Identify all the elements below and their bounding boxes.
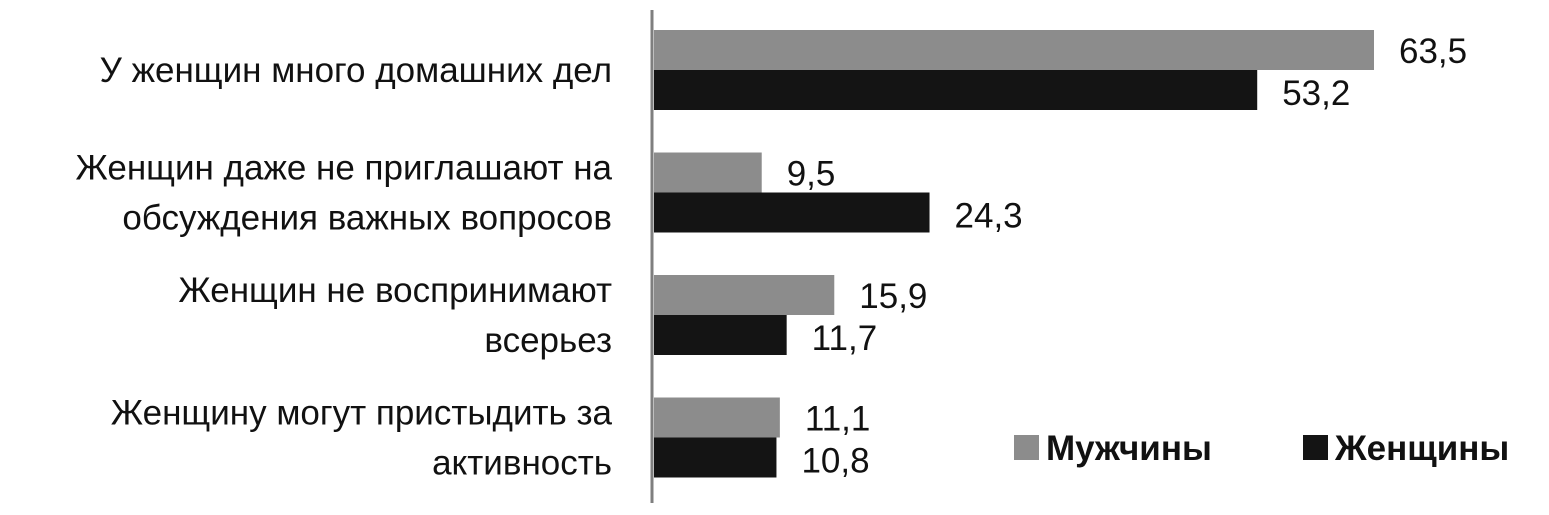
category-label: Женщин не воспринимают всерьез (178, 271, 612, 360)
value-label-women: 53,2 (1282, 74, 1350, 113)
category-label-line: Женщин даже не приглашают на (75, 149, 612, 188)
value-label-men: 63,5 (1399, 32, 1467, 71)
value-labels-layer: 63,5 53,2 9,5 24,3 15,911,7 11,110,8 (787, 32, 1467, 481)
value-label-women: 11,7 (812, 319, 878, 358)
category-label: Женщин даже не приглашают на обсуждения в… (75, 149, 612, 238)
category-label-line: обсуждения важных вопросов (122, 199, 612, 238)
bar-men (654, 275, 835, 315)
bars-layer (654, 30, 1374, 478)
category-label: Женщину могут пристыдить за активность (111, 394, 613, 483)
legend-label-women: Женщины (1334, 429, 1509, 468)
legend-swatch-women (1303, 435, 1328, 460)
value-label-men: 15,9 (859, 277, 927, 316)
legend-swatch-men (1014, 435, 1039, 460)
category-label: У женщин много домашних дел (100, 51, 612, 90)
bar-women (654, 315, 787, 355)
category-label-line: У женщин много домашних дел (100, 51, 612, 90)
category-label-line: Женщин не воспринимают (178, 271, 612, 310)
bar-women (654, 437, 777, 478)
legend-label-men: Мужчины (1046, 429, 1212, 468)
bar-women (654, 192, 930, 233)
value-label-men: 9,5 (787, 155, 836, 194)
category-label-line: всерьез (484, 321, 612, 360)
bar-men (654, 397, 780, 438)
category-label-line: Женщину могут пристыдить за (111, 394, 613, 433)
category-labels-layer: У женщин много домашних дел Женщин даже н… (75, 51, 612, 483)
value-label-men: 11,1 (805, 400, 871, 439)
legend: Мужчины Женщины (1014, 429, 1509, 468)
value-label-women: 24,3 (955, 197, 1023, 236)
bar-men (654, 152, 762, 193)
bar-men (654, 30, 1374, 70)
value-label-women: 10,8 (801, 442, 869, 481)
category-label-line: активность (432, 444, 612, 483)
bar-women (654, 70, 1258, 110)
